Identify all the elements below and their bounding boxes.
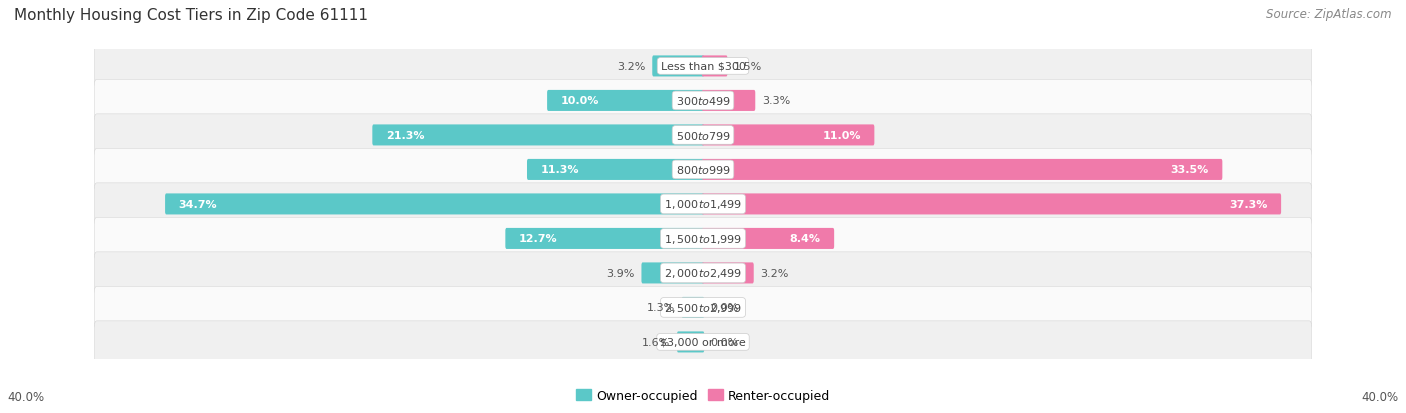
Text: 0.0%: 0.0% xyxy=(710,303,740,313)
FancyBboxPatch shape xyxy=(678,332,704,353)
Legend: Owner-occupied, Renter-occupied: Owner-occupied, Renter-occupied xyxy=(571,384,835,407)
Text: $2,500 to $2,999: $2,500 to $2,999 xyxy=(664,301,742,314)
FancyBboxPatch shape xyxy=(702,159,1222,180)
FancyBboxPatch shape xyxy=(94,115,1312,157)
Text: $3,000 or more: $3,000 or more xyxy=(661,337,745,347)
FancyBboxPatch shape xyxy=(94,252,1312,294)
FancyBboxPatch shape xyxy=(652,56,704,77)
FancyBboxPatch shape xyxy=(94,287,1312,329)
Text: 34.7%: 34.7% xyxy=(179,199,218,209)
Text: 1.5%: 1.5% xyxy=(734,62,762,72)
FancyBboxPatch shape xyxy=(94,218,1312,260)
FancyBboxPatch shape xyxy=(94,149,1312,191)
FancyBboxPatch shape xyxy=(527,159,704,180)
Text: 3.3%: 3.3% xyxy=(762,96,790,106)
Text: 0.0%: 0.0% xyxy=(710,337,740,347)
FancyBboxPatch shape xyxy=(94,80,1312,122)
Text: Less than $300: Less than $300 xyxy=(661,62,745,72)
Text: 1.6%: 1.6% xyxy=(643,337,671,347)
Text: 3.2%: 3.2% xyxy=(617,62,645,72)
Text: 12.7%: 12.7% xyxy=(519,234,558,244)
Text: 40.0%: 40.0% xyxy=(7,390,44,403)
FancyBboxPatch shape xyxy=(702,91,755,112)
Text: Monthly Housing Cost Tiers in Zip Code 61111: Monthly Housing Cost Tiers in Zip Code 6… xyxy=(14,8,368,23)
Text: 11.0%: 11.0% xyxy=(823,131,860,140)
Text: 8.4%: 8.4% xyxy=(790,234,821,244)
Text: $1,000 to $1,499: $1,000 to $1,499 xyxy=(664,198,742,211)
Text: 33.5%: 33.5% xyxy=(1170,165,1209,175)
Text: $2,000 to $2,499: $2,000 to $2,499 xyxy=(664,267,742,280)
Text: 37.3%: 37.3% xyxy=(1229,199,1268,209)
FancyBboxPatch shape xyxy=(702,194,1281,215)
Text: $300 to $499: $300 to $499 xyxy=(675,95,731,107)
Text: 40.0%: 40.0% xyxy=(1362,390,1399,403)
FancyBboxPatch shape xyxy=(547,91,704,112)
FancyBboxPatch shape xyxy=(94,321,1312,363)
Text: 3.2%: 3.2% xyxy=(761,268,789,278)
Text: $800 to $999: $800 to $999 xyxy=(675,164,731,176)
Text: 3.9%: 3.9% xyxy=(606,268,636,278)
FancyBboxPatch shape xyxy=(373,125,704,146)
Text: 1.3%: 1.3% xyxy=(647,303,675,313)
Text: 21.3%: 21.3% xyxy=(385,131,425,140)
FancyBboxPatch shape xyxy=(505,228,704,249)
FancyBboxPatch shape xyxy=(641,263,704,284)
FancyBboxPatch shape xyxy=(702,56,727,77)
FancyBboxPatch shape xyxy=(94,46,1312,88)
Text: Source: ZipAtlas.com: Source: ZipAtlas.com xyxy=(1267,8,1392,21)
FancyBboxPatch shape xyxy=(682,297,704,318)
FancyBboxPatch shape xyxy=(94,183,1312,225)
FancyBboxPatch shape xyxy=(702,263,754,284)
FancyBboxPatch shape xyxy=(165,194,704,215)
Text: $1,500 to $1,999: $1,500 to $1,999 xyxy=(664,233,742,245)
FancyBboxPatch shape xyxy=(702,228,834,249)
Text: $500 to $799: $500 to $799 xyxy=(675,130,731,142)
Text: 10.0%: 10.0% xyxy=(561,96,599,106)
FancyBboxPatch shape xyxy=(702,125,875,146)
Text: 11.3%: 11.3% xyxy=(540,165,579,175)
